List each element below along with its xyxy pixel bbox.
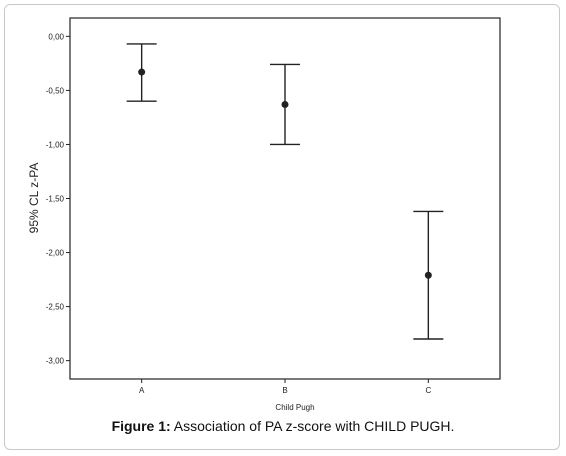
figure-frame	[4, 4, 560, 450]
y-tick-label: -3,00	[46, 357, 65, 366]
y-axis-label: 95% CL z-PA	[27, 163, 41, 234]
plot-area: 0,00 -0,50 -1,00 -1,50 -2,00 -2,50 -3,00 A B C	[46, 17, 501, 395]
x-tick-label: A	[139, 386, 145, 395]
y-tick-label: -2,00	[46, 249, 65, 258]
figure-caption: Figure 1: Association of PA z-score with…	[0, 418, 566, 434]
x-axis-label: Child Pugh	[275, 403, 314, 412]
y-tick-label: 0,00	[48, 32, 64, 41]
y-tick-label: -1,50	[46, 195, 65, 204]
y-tick-label: -0,50	[46, 86, 65, 95]
figure-caption-label: Figure 1:	[111, 418, 171, 434]
mean-point	[138, 68, 146, 76]
x-tick-label: C	[425, 386, 431, 395]
mean-point	[424, 271, 432, 279]
mean-point	[281, 100, 289, 108]
x-tick-label: B	[282, 386, 287, 395]
y-tick-label: -2,50	[46, 303, 65, 312]
figure-caption-text: Association of PA z-score with CHILD PUG…	[170, 418, 455, 434]
y-tick-label: -1,00	[46, 140, 65, 149]
